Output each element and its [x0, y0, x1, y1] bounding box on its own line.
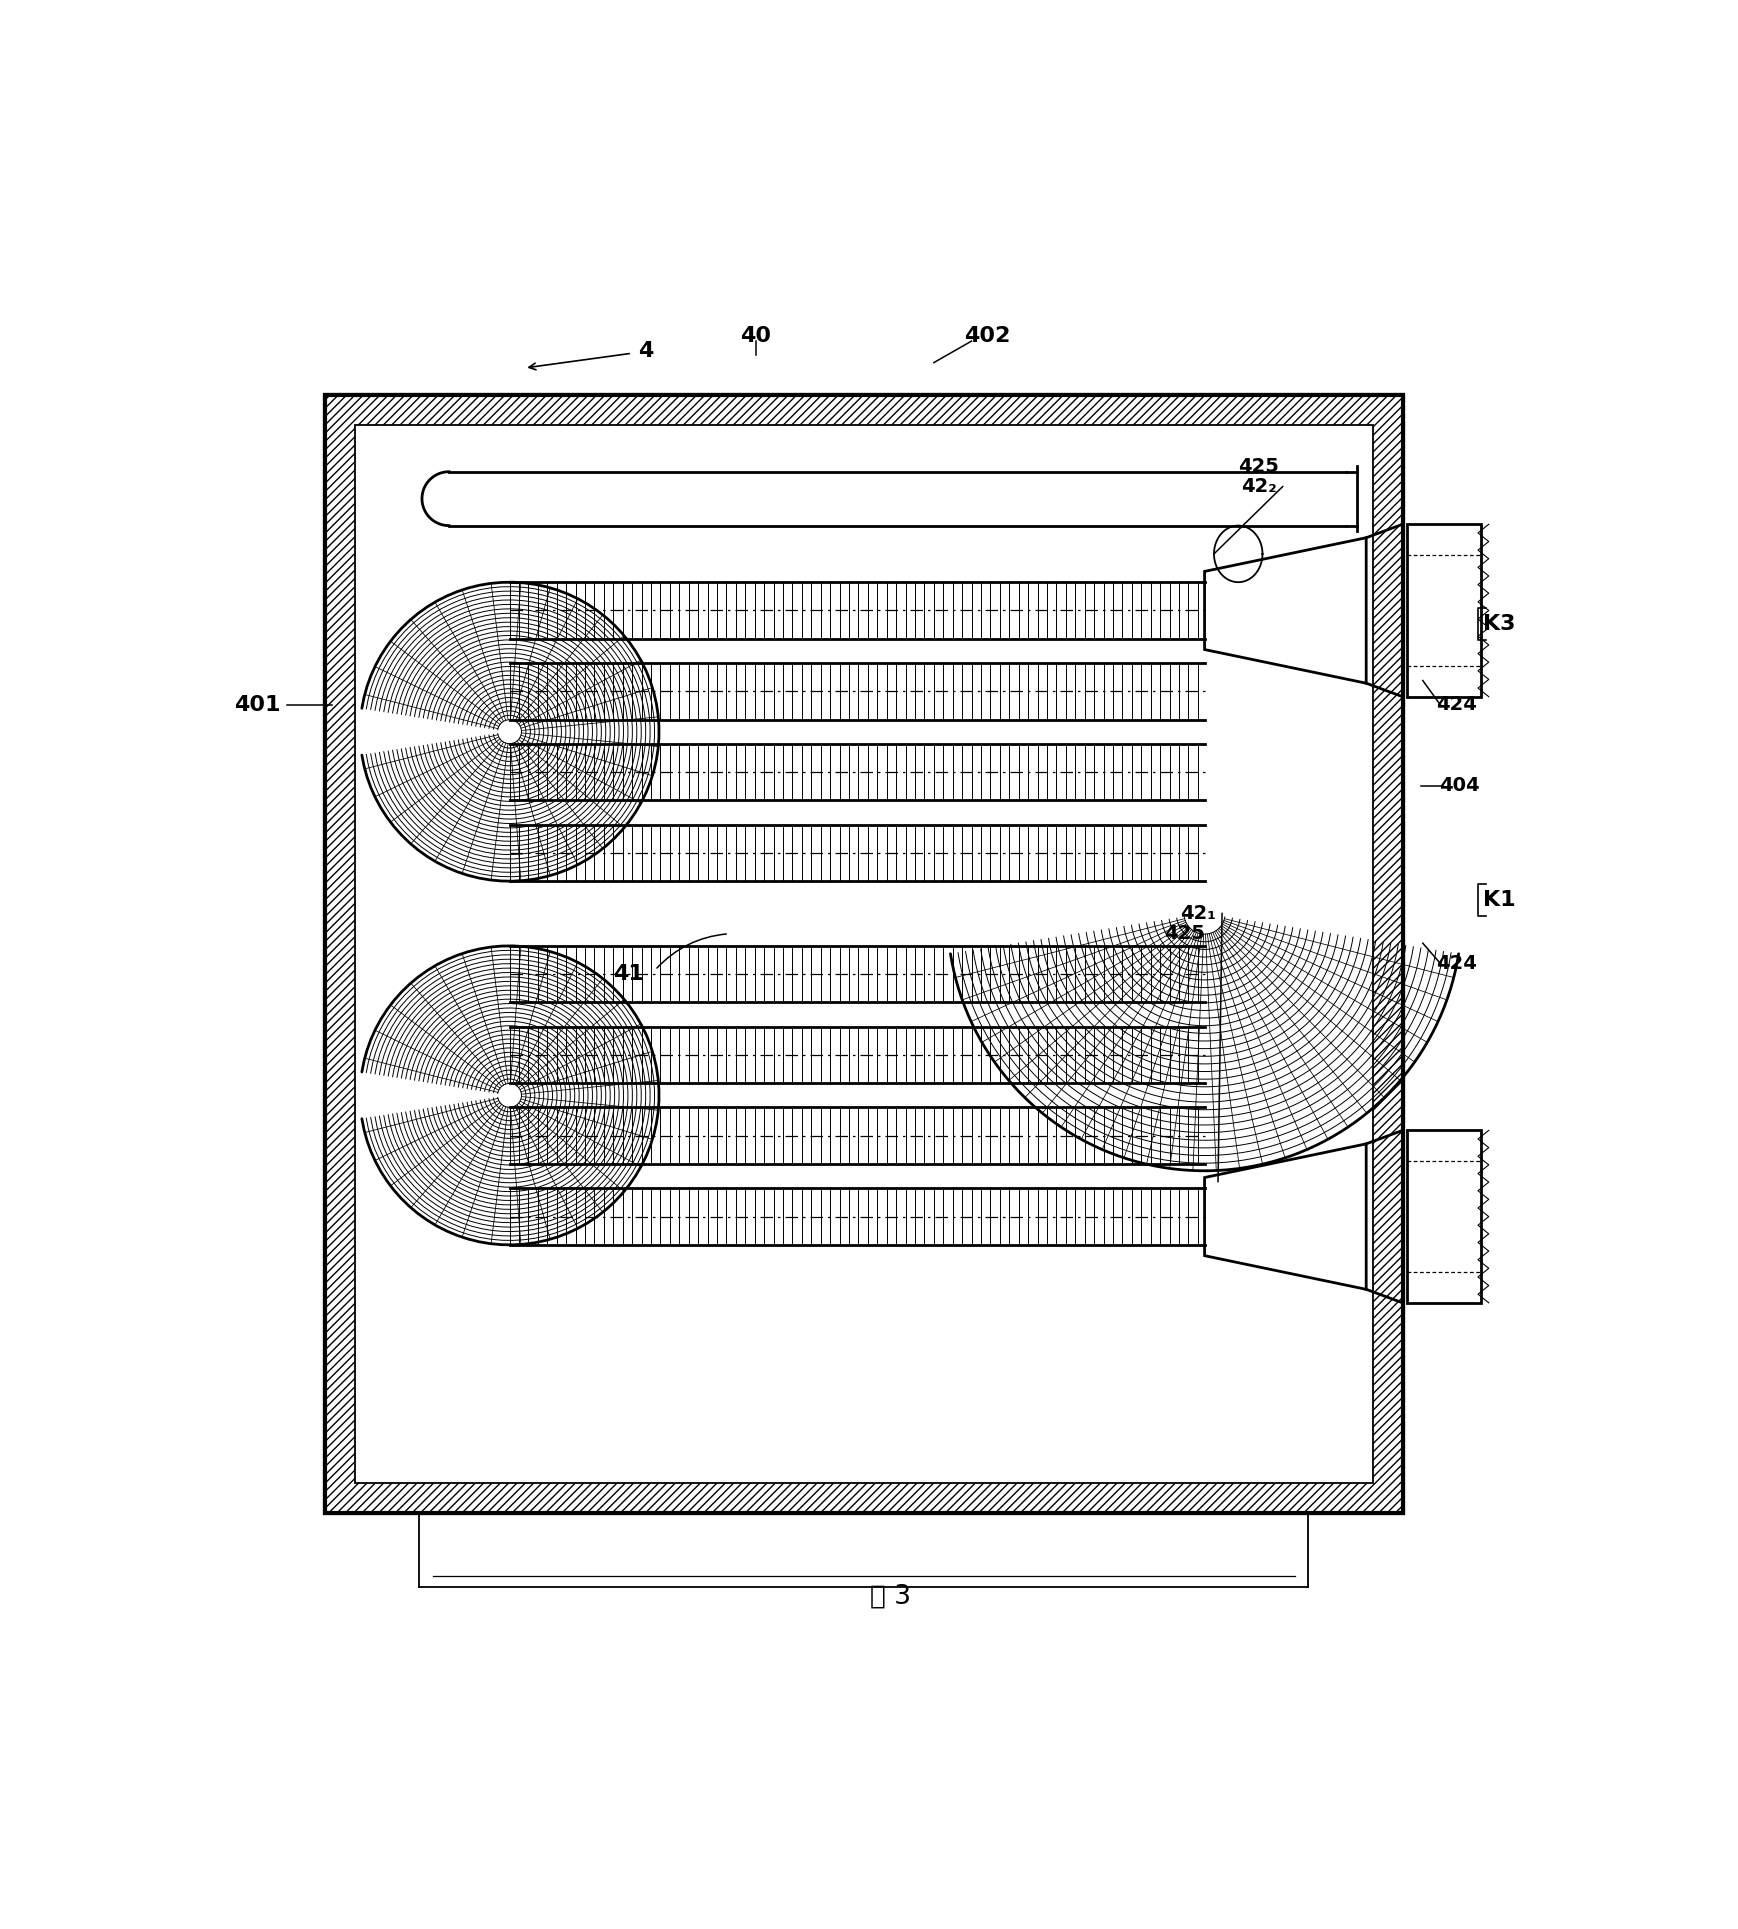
Text: 41: 41	[612, 964, 643, 984]
Text: 図 3: 図 3	[871, 1584, 911, 1609]
Text: 42₁: 42₁	[1180, 905, 1217, 924]
Text: 40: 40	[740, 326, 772, 345]
Bar	[325, 395, 1403, 424]
Bar	[1406, 1130, 1481, 1302]
Text: 42₂: 42₂	[1241, 476, 1276, 496]
Bar	[1373, 395, 1403, 1512]
Bar	[355, 424, 1373, 1483]
Text: 404: 404	[1439, 775, 1479, 795]
Text: 425: 425	[1164, 924, 1204, 943]
Text: 402: 402	[965, 326, 1012, 345]
Bar	[325, 395, 1403, 1512]
Text: 401: 401	[235, 694, 282, 716]
Text: K1: K1	[1483, 889, 1516, 910]
Text: 425: 425	[1237, 457, 1279, 476]
Bar	[325, 395, 355, 1512]
Text: 4: 4	[638, 341, 653, 361]
Text: 424: 424	[1436, 953, 1477, 972]
Text: 424: 424	[1436, 694, 1477, 714]
Text: K3: K3	[1483, 613, 1516, 635]
Bar	[1406, 525, 1481, 696]
Bar	[325, 395, 1403, 1512]
Bar	[325, 1483, 1403, 1512]
